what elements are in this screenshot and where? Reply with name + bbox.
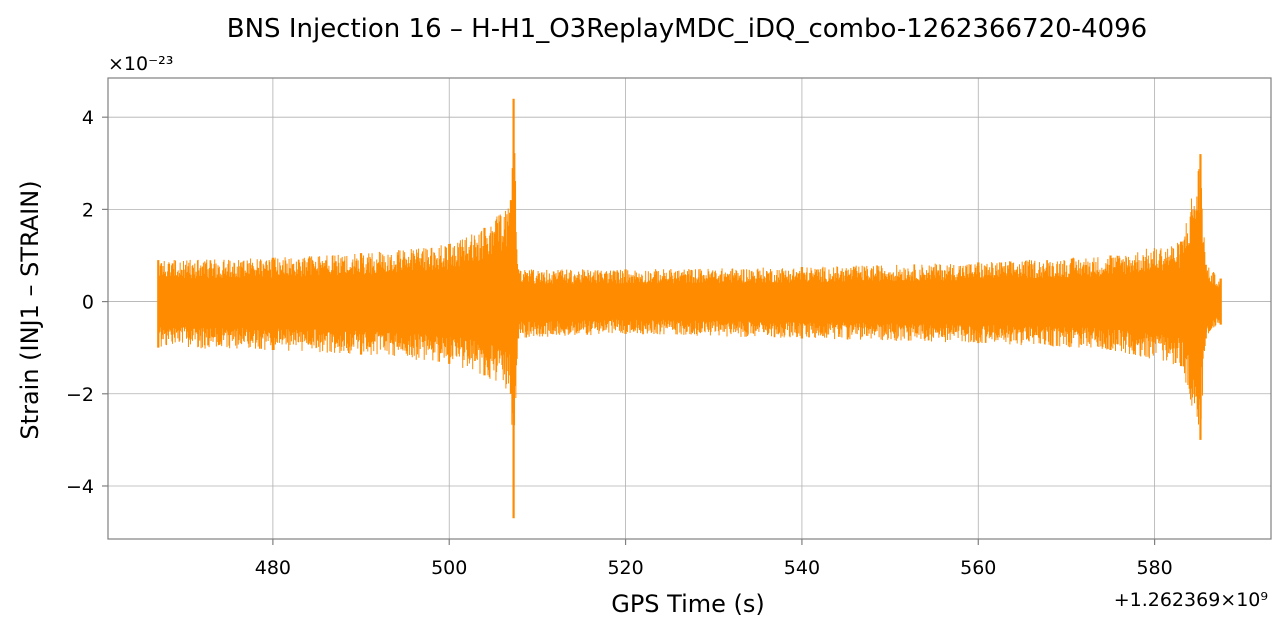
x-offset-label: +1.262369×10⁹ [1114, 589, 1268, 611]
x-tick-layer: 480 500 520 540 560 580 [255, 539, 1173, 579]
y-tick-label: 2 [82, 199, 94, 221]
x-tick-label: 480 [255, 557, 291, 579]
y-scale-label: ×10⁻²³ [108, 53, 173, 75]
y-tick-label: 4 [82, 107, 94, 129]
x-axis-label: GPS Time (s) [611, 590, 765, 618]
y-tick-layer: −4 −2 0 2 4 [66, 107, 108, 498]
x-tick-label: 520 [607, 557, 643, 579]
y-axis-label: Strain (INJ1 – STRAIN) [16, 180, 44, 439]
y-tick-label: −4 [66, 476, 94, 498]
x-tick-label: 500 [431, 557, 467, 579]
strain-trace [157, 147, 1222, 449]
x-tick-label: 580 [1136, 557, 1172, 579]
chart-title: BNS Injection 16 – H-H1_O3ReplayMDC_iDQ_… [227, 14, 1147, 44]
plot-frame [107, 77, 1272, 540]
x-tick-label: 540 [784, 557, 820, 579]
spike-layer [157, 98, 1222, 519]
y-tick-label: 0 [82, 292, 94, 314]
y-tick-label: −2 [66, 384, 94, 406]
x-tick-label: 560 [960, 557, 996, 579]
